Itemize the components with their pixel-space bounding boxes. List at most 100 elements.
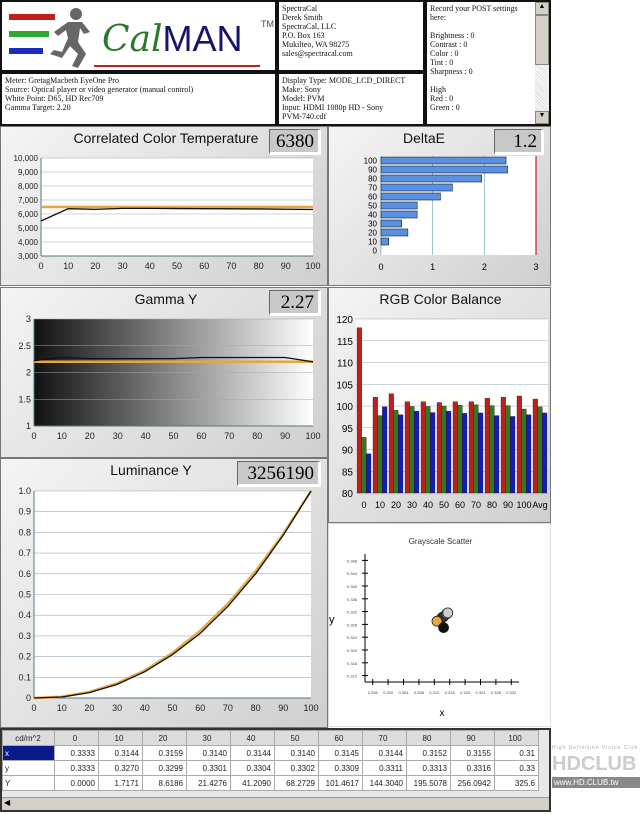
deltae-bar bbox=[380, 156, 507, 165]
table-cell: 0.3301 bbox=[186, 760, 231, 776]
display-info: Display Type: MODE_LCD_DIRECT Make: Sony M… bbox=[277, 72, 425, 126]
row-label[interactable]: Y bbox=[2, 775, 55, 791]
x-tick-label: 30 bbox=[112, 703, 122, 713]
table-cell: 256.0942 bbox=[450, 775, 495, 791]
contact-line: SpectraCal bbox=[282, 4, 318, 13]
y-tick-label: 100 bbox=[364, 157, 378, 166]
x-tick-label: 0.320 bbox=[460, 690, 471, 695]
green-bar bbox=[457, 404, 463, 494]
table-cell: 21.4276 bbox=[186, 775, 231, 791]
meter-info-line: White Point: D65, HD Rec709 bbox=[5, 94, 104, 103]
x-tick-label: 70 bbox=[226, 261, 236, 271]
display-info-line: Model: PVM bbox=[282, 94, 325, 103]
y-tick-label: 0.7 bbox=[18, 548, 31, 558]
x-tick-label: 3 bbox=[533, 262, 538, 272]
x-tick-label: 90 bbox=[281, 261, 291, 271]
table-cell: 0.3309 bbox=[318, 760, 363, 776]
contact-line: sales@spectracal.com bbox=[282, 49, 353, 58]
red-bar bbox=[420, 401, 426, 494]
x-tick-label: 40 bbox=[141, 431, 151, 441]
scatter-title: Grayscale Scatter bbox=[408, 537, 473, 546]
x-tick-label: 10 bbox=[57, 703, 67, 713]
cct-readout: 6380 bbox=[269, 129, 321, 155]
column-header: 40 bbox=[230, 730, 275, 746]
x-tick-label: 50 bbox=[167, 703, 177, 713]
y-tick-label: 0.4 bbox=[18, 610, 31, 620]
x-tick-label: 0 bbox=[38, 261, 43, 271]
scatter-panel: Grayscale Scatter 0.312 0.316 0.320 0.324 0.… bbox=[328, 523, 551, 727]
table-cell: 195.5078 bbox=[406, 775, 451, 791]
y-tick-label: 0.332 bbox=[347, 610, 358, 615]
y-tick-label: 0.6 bbox=[18, 569, 31, 579]
watermark-logo: HDCLUB bbox=[552, 753, 637, 775]
column-header: 80 bbox=[406, 730, 451, 746]
y-tick-label: 0.2 bbox=[18, 652, 31, 662]
deltae-title: DeltaE bbox=[402, 130, 446, 146]
row-label[interactable]: y bbox=[2, 760, 55, 776]
x-tick-label: 60 bbox=[195, 703, 205, 713]
y-tick-label: 100 bbox=[336, 402, 353, 413]
table-cell: 0.3270 bbox=[98, 760, 143, 776]
x-tick-label: 60 bbox=[196, 431, 206, 441]
column-header: 30 bbox=[186, 730, 231, 746]
table-row: y 0.3333 0.3270 0.3299 0.3301 0.3304 0.3302 0.3… bbox=[2, 760, 539, 776]
red-bar bbox=[516, 395, 522, 494]
post-scrollbar[interactable]: ▲ ▼ bbox=[535, 2, 549, 124]
x-tick-label: 100 bbox=[516, 500, 531, 510]
x-tick-label: 30 bbox=[118, 261, 128, 271]
y-tick-label: 4,000 bbox=[18, 238, 39, 247]
post-setting-line: Brightness : 0 bbox=[430, 31, 475, 40]
red-bar bbox=[500, 397, 506, 494]
y-tick-label: 0.324 bbox=[347, 635, 358, 640]
deltae-bar bbox=[380, 201, 418, 210]
blue-bar bbox=[446, 411, 452, 494]
scroll-left-button[interactable]: ◀ bbox=[4, 798, 11, 807]
x-tick-label: 0.324 bbox=[475, 690, 486, 695]
x-tick-label: 100 bbox=[305, 431, 320, 441]
red-bar bbox=[388, 393, 394, 494]
x-tick-label: 10 bbox=[63, 261, 73, 271]
scroll-down-button[interactable]: ▼ bbox=[535, 111, 549, 124]
table-cell: 0.3144 bbox=[230, 745, 275, 761]
table-cell: 0.33 bbox=[494, 760, 539, 776]
x-tick-label: 0.312 bbox=[429, 690, 440, 695]
x-tick-label: 80 bbox=[487, 500, 497, 510]
table-cell: 0.3155 bbox=[450, 745, 495, 761]
blue-bar bbox=[398, 414, 404, 494]
y-axis-label: y bbox=[329, 614, 335, 626]
x-tick-label: 70 bbox=[224, 431, 234, 441]
scroll-thumb[interactable] bbox=[535, 15, 549, 65]
scroll-up-button[interactable]: ▲ bbox=[535, 2, 549, 15]
red-bar bbox=[468, 401, 474, 494]
gamma-panel: Gamma Y 2.27 1 1.5 2 2.5 3 0 10 20 30 40 50 60 70 80 9… bbox=[0, 287, 328, 458]
x-tick-label: 40 bbox=[140, 703, 150, 713]
x-tick-label: Avg bbox=[532, 500, 547, 510]
y-tick-label: 0.320 bbox=[347, 648, 358, 653]
y-tick-label: 90 bbox=[342, 446, 354, 457]
row-label[interactable]: x bbox=[2, 745, 55, 761]
table-cell: 0.3140 bbox=[186, 745, 231, 761]
horizontal-scrollbar[interactable]: ◀ bbox=[2, 797, 549, 810]
x-tick-label: 10 bbox=[375, 500, 385, 510]
x-tick-label: 1 bbox=[430, 262, 435, 272]
y-tick-label: 2 bbox=[26, 368, 31, 378]
table-row: Y 0.0000 1.7171 8.6186 21.4276 41.2090 68.2729… bbox=[2, 775, 539, 791]
y-tick-label: 3 bbox=[26, 314, 31, 324]
table-header-row: cd/m^2 0 10 20 30 40 50 60 70 80 90 100 bbox=[2, 730, 539, 746]
table-cell: 41.2090 bbox=[230, 775, 275, 791]
y-tick-label: 2.5 bbox=[18, 341, 31, 351]
x-tick-label: 0.332 bbox=[506, 690, 517, 695]
calman-logo bbox=[9, 8, 260, 68]
display-info-line: PVM-740.cdf bbox=[282, 112, 327, 121]
contact-line: Derek Smith bbox=[282, 13, 323, 22]
table-cell: 0.0000 bbox=[54, 775, 99, 791]
y-tick-label: 0.3 bbox=[18, 631, 31, 641]
scatter-point bbox=[438, 622, 449, 633]
y-tick-label: 0.336 bbox=[347, 597, 358, 602]
x-tick-label: 0 bbox=[31, 431, 36, 441]
y-tick-label: 10 bbox=[368, 238, 377, 247]
table-cell: 144.3040 bbox=[362, 775, 407, 791]
post-setting-line: Contrast : 0 bbox=[430, 40, 468, 49]
post-settings-box[interactable]: Record your POST settings here: Brightne… bbox=[425, 0, 551, 126]
blue-bar bbox=[494, 415, 500, 494]
